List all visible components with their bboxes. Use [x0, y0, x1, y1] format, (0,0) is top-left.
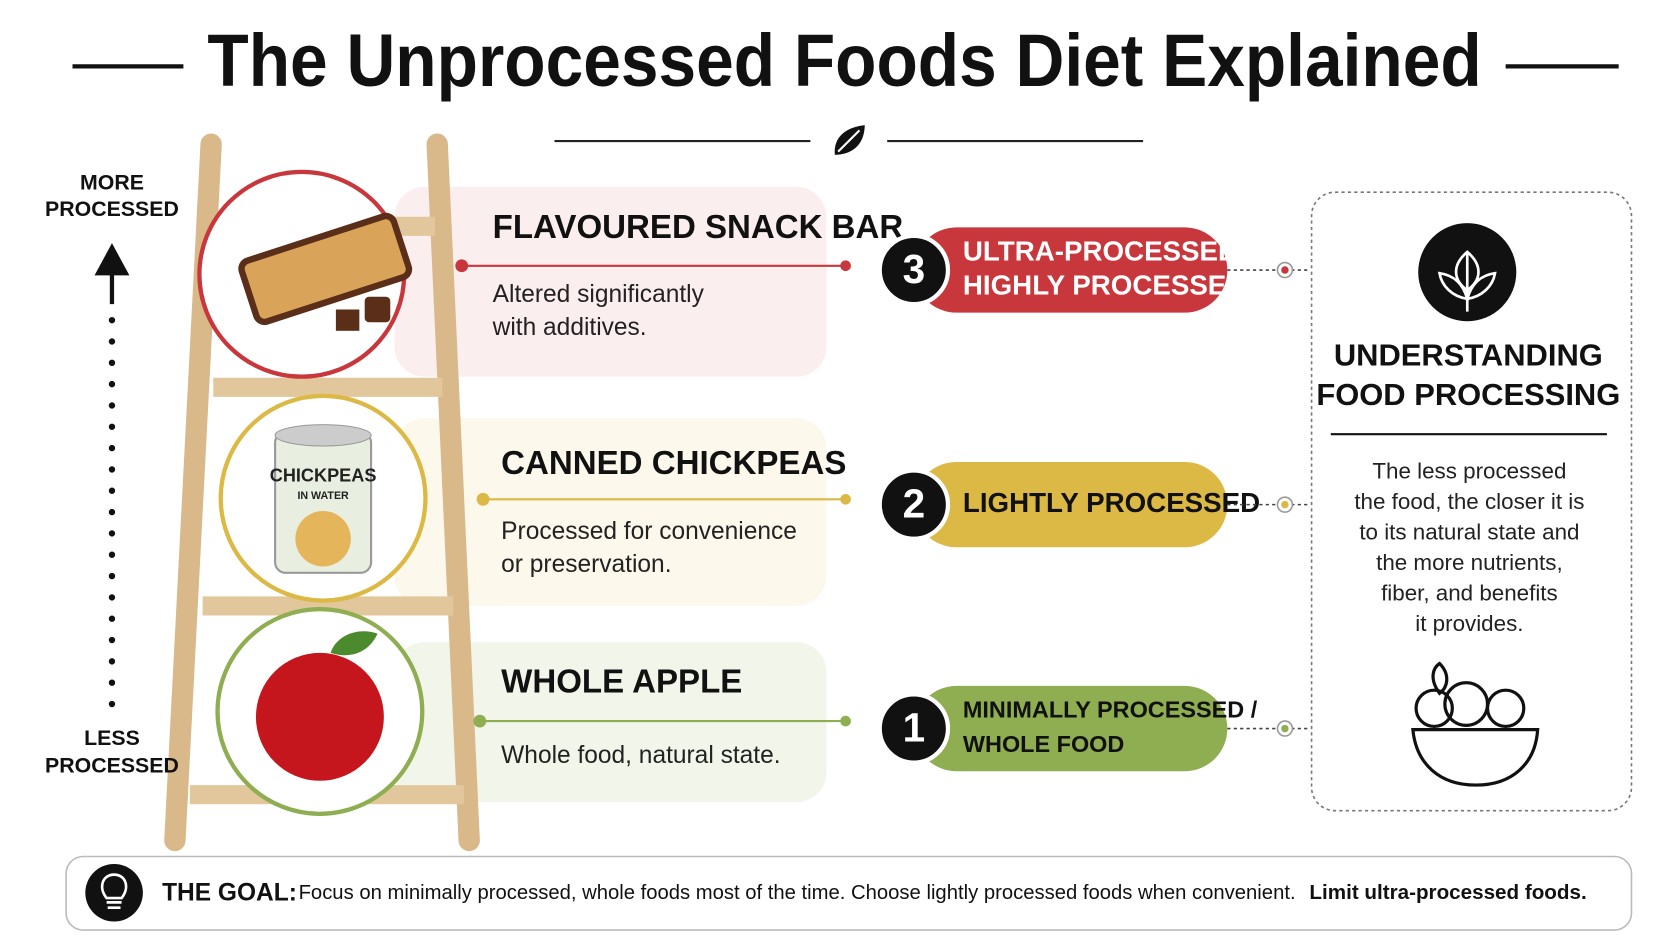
level-title: WHOLE APPLE — [501, 663, 742, 700]
scale-label: LESS — [84, 726, 140, 750]
connector-dot — [840, 260, 851, 272]
snack-bar — [238, 212, 413, 326]
panel-body: fiber, and benefits — [1381, 581, 1558, 606]
can-lid — [274, 424, 372, 447]
leaf-icon — [832, 122, 867, 158]
badge-label: ULTRA-PROCESSED / — [963, 235, 1254, 266]
badge-label: MINIMALLY PROCESSED / — [963, 697, 1258, 723]
panel-heading: UNDERSTANDING — [1334, 338, 1603, 373]
scale-label: PROCESSED — [45, 197, 179, 221]
badge-number-circle — [877, 692, 951, 765]
bulb-icon — [85, 863, 143, 922]
scale-label: MORE — [80, 170, 144, 194]
up-arrow — [94, 243, 130, 305]
level-title: CANNED CHICKPEAS — [501, 445, 846, 482]
chocolate — [364, 296, 391, 323]
badge-label: LIGHTLY PROCESSED — [963, 487, 1260, 518]
scale-label: PROCESSED — [45, 754, 179, 778]
badge-number: 2 — [903, 480, 926, 526]
can-label: CHICKPEAS — [270, 466, 377, 486]
badge-label: WHOLE FOOD — [963, 731, 1124, 757]
title: The Unprocessed Foods Diet Explained — [207, 18, 1481, 102]
badge-number: 1 — [903, 704, 926, 750]
panel-body: the food, the closer it is — [1354, 489, 1584, 514]
badge-number-circle — [877, 468, 951, 541]
panel-connector-dot — [1281, 266, 1289, 274]
panel-body: the more nutrients, — [1376, 550, 1563, 575]
panel-heading: FOOD PROCESSING — [1316, 377, 1620, 412]
panel-body: The less processed — [1372, 459, 1566, 484]
level-description: or preservation. — [501, 551, 671, 578]
panel-connector-dot — [1281, 500, 1289, 509]
goal-label: THE GOAL: — [162, 879, 297, 906]
panel-connector-dot — [1281, 724, 1289, 733]
connector-dot — [840, 715, 851, 727]
apple-leaf — [330, 631, 378, 656]
bowl-icon — [1411, 661, 1540, 787]
goal-emphasis: Limit ultra-processed foods. — [1309, 882, 1586, 904]
level-description: Processed for convenience — [501, 518, 797, 545]
goal-text: Focus on minimally processed, whole food… — [299, 882, 1296, 904]
panel-body: it provides. — [1415, 611, 1523, 636]
connector-dot — [476, 492, 490, 506]
plant-glyph — [1437, 250, 1497, 312]
level-badge — [913, 685, 1228, 772]
chocolate — [335, 309, 360, 331]
level-badge — [913, 227, 1228, 313]
badge-number: 3 — [903, 246, 926, 292]
panel-body: to its natural state and — [1359, 520, 1579, 545]
goal-bar — [65, 855, 1633, 931]
info-panel — [1310, 191, 1633, 812]
level-card — [394, 418, 827, 606]
level-description: Whole food, natural state. — [501, 742, 780, 769]
bulb-glyph — [100, 873, 128, 910]
connector-dot — [473, 714, 487, 728]
level-card — [394, 186, 827, 377]
can-label: IN WATER — [297, 490, 349, 502]
level-description: with additives. — [492, 314, 647, 341]
connector-dot — [455, 259, 469, 273]
badge-number-circle — [877, 233, 951, 307]
chickpeas — [295, 511, 351, 567]
apple — [255, 652, 384, 781]
level-title: FLAVOURED SNACK BAR — [493, 209, 904, 246]
level-description: Altered significantly — [493, 281, 705, 308]
badge-label: HIGHLY PROCESSED — [963, 269, 1246, 300]
connector-dot — [840, 493, 851, 505]
level-badge — [913, 461, 1228, 548]
